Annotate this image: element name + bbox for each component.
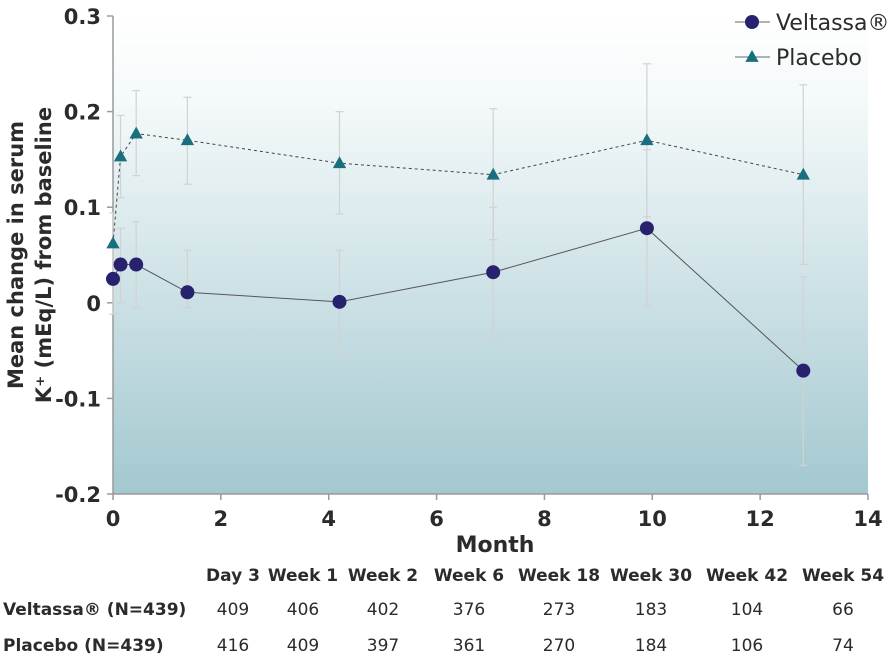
chart: -0.2 -0.1 0 0.1 0.2 0.3 0 2 4 6 8 10 12 14 Veltassa® P… <box>4 5 890 558</box>
x-axis-label: Month <box>456 533 535 558</box>
data-point-placebo <box>106 236 120 249</box>
table-cell: 184 <box>634 636 668 656</box>
data-point-veltassa <box>639 221 654 236</box>
table-column-header: Week 6 <box>433 566 505 586</box>
y-tick-label: 0 <box>86 292 101 316</box>
table-cell: 376 <box>452 600 486 620</box>
x-tick-label: 14 <box>853 507 882 531</box>
x-tick-label: 4 <box>321 507 336 531</box>
data-point-placebo <box>129 126 143 139</box>
data-point-placebo <box>180 133 195 146</box>
table-cell: 416 <box>216 636 250 656</box>
plot-background <box>113 16 868 494</box>
table-cell: 409 <box>216 600 250 620</box>
table-cell: 74 <box>832 636 854 656</box>
data-point-veltassa <box>106 271 120 286</box>
data-point-veltassa <box>180 285 195 300</box>
legend: Veltassa® Placebo <box>735 11 890 71</box>
data-point-veltassa <box>486 265 501 280</box>
x-tick-label: 12 <box>746 507 775 531</box>
table-cell: 406 <box>286 600 320 620</box>
table-column-header: Week 18 <box>517 566 601 586</box>
x-tick-label: 6 <box>429 507 444 531</box>
data-point-placebo <box>113 149 128 162</box>
table-cell: 270 <box>542 636 576 656</box>
y-axis-label-line2: K⁺ (mEq/L) from baseline <box>32 107 56 403</box>
x-tick-label: 10 <box>638 507 667 531</box>
table-cell: 106 <box>730 636 764 656</box>
data-point-veltassa <box>332 294 347 309</box>
table-column-header: Week 42 <box>705 566 789 586</box>
table-cell: 409 <box>286 636 320 656</box>
series-markers <box>106 126 811 378</box>
tick-labels: -0.2 -0.1 0 0.1 0.2 0.3 0 2 4 6 8 10 12 14 <box>55 5 883 531</box>
table-cell: 397 <box>366 636 400 656</box>
x-tick-label: 2 <box>214 507 229 531</box>
data-point-placebo <box>486 167 500 180</box>
table-cell: 273 <box>542 600 576 620</box>
table-column-header: Week 30 <box>609 566 693 586</box>
table-row-label: Placebo (N=439) <box>3 636 164 656</box>
data-point-veltassa <box>796 363 811 378</box>
table-column-header: Week 2 <box>347 566 419 586</box>
legend-marker-placebo <box>745 50 759 62</box>
x-tick-label: 0 <box>106 507 121 531</box>
y-tick-label: 0.2 <box>64 101 101 125</box>
table-column-header: Week 1 <box>267 566 339 586</box>
y-tick-label: 0.1 <box>64 196 101 220</box>
legend-label: Placebo <box>776 46 862 71</box>
data-point-veltassa <box>113 257 128 272</box>
table-cell: 361 <box>452 636 486 656</box>
y-tick-label: -0.2 <box>55 483 101 507</box>
y-axis-label-line1: Mean change in serum <box>4 121 28 389</box>
x-tick-label: 8 <box>537 507 552 531</box>
table-cell: 183 <box>634 600 668 620</box>
data-point-placebo <box>796 167 810 180</box>
table-column-header: Day 3 <box>206 566 260 586</box>
data-point-placebo <box>640 133 654 146</box>
y-tick-label: -0.1 <box>55 387 101 411</box>
table-column-header: Week 54 <box>801 566 885 586</box>
data-point-veltassa <box>129 257 144 272</box>
legend-marker-veltassa <box>745 15 759 29</box>
table-row-label: Veltassa® (N=439) <box>3 600 187 620</box>
series-line-placebo <box>112 133 804 244</box>
table-cell: 66 <box>832 600 854 620</box>
table-cell: 104 <box>730 600 764 620</box>
data-point-placebo <box>332 156 347 169</box>
legend-label: Veltassa® <box>776 11 890 36</box>
y-tick-label: 0.3 <box>64 5 101 29</box>
table-cell: 402 <box>366 600 400 620</box>
